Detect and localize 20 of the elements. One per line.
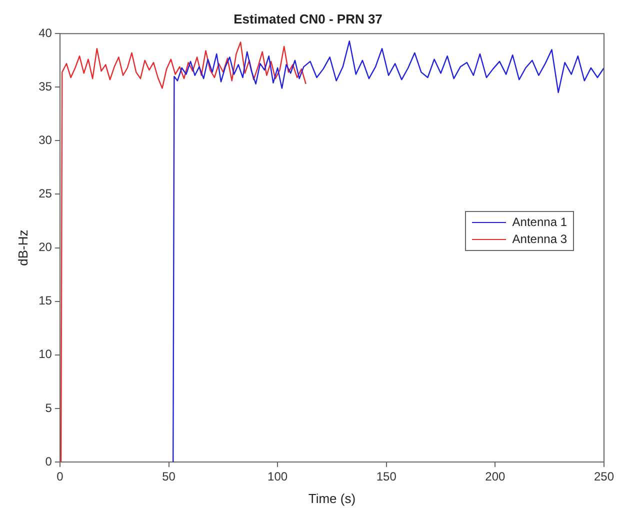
y-tick-label: 40 xyxy=(38,26,52,40)
y-tick-label: 10 xyxy=(38,347,52,362)
x-tick-label: 250 xyxy=(594,470,614,484)
x-tick-label: 0 xyxy=(56,470,64,484)
x-tick-label: 100 xyxy=(268,470,288,484)
x-tick-label: 50 xyxy=(162,470,176,484)
x-axis-title: Time (s) xyxy=(308,490,356,506)
y-tick-label: 0 xyxy=(45,454,52,468)
y-tick-label: 5 xyxy=(45,400,52,415)
x-tick-label: 200 xyxy=(485,470,506,484)
x-tick-label: 150 xyxy=(376,470,397,484)
y-tick-label: 35 xyxy=(38,79,52,94)
y-tick-label: 20 xyxy=(38,240,52,254)
y-tick-label: 25 xyxy=(38,186,52,201)
chart-title: Estimated CN0 - PRN 37 xyxy=(234,11,382,26)
y-tick-label: 15 xyxy=(38,294,52,308)
legend-label: Antenna 1 xyxy=(512,214,567,231)
legend-label: Antenna 3 xyxy=(512,231,567,248)
y-tick-label: 30 xyxy=(38,133,52,148)
y-axis-title: dB-Hz xyxy=(15,230,30,266)
